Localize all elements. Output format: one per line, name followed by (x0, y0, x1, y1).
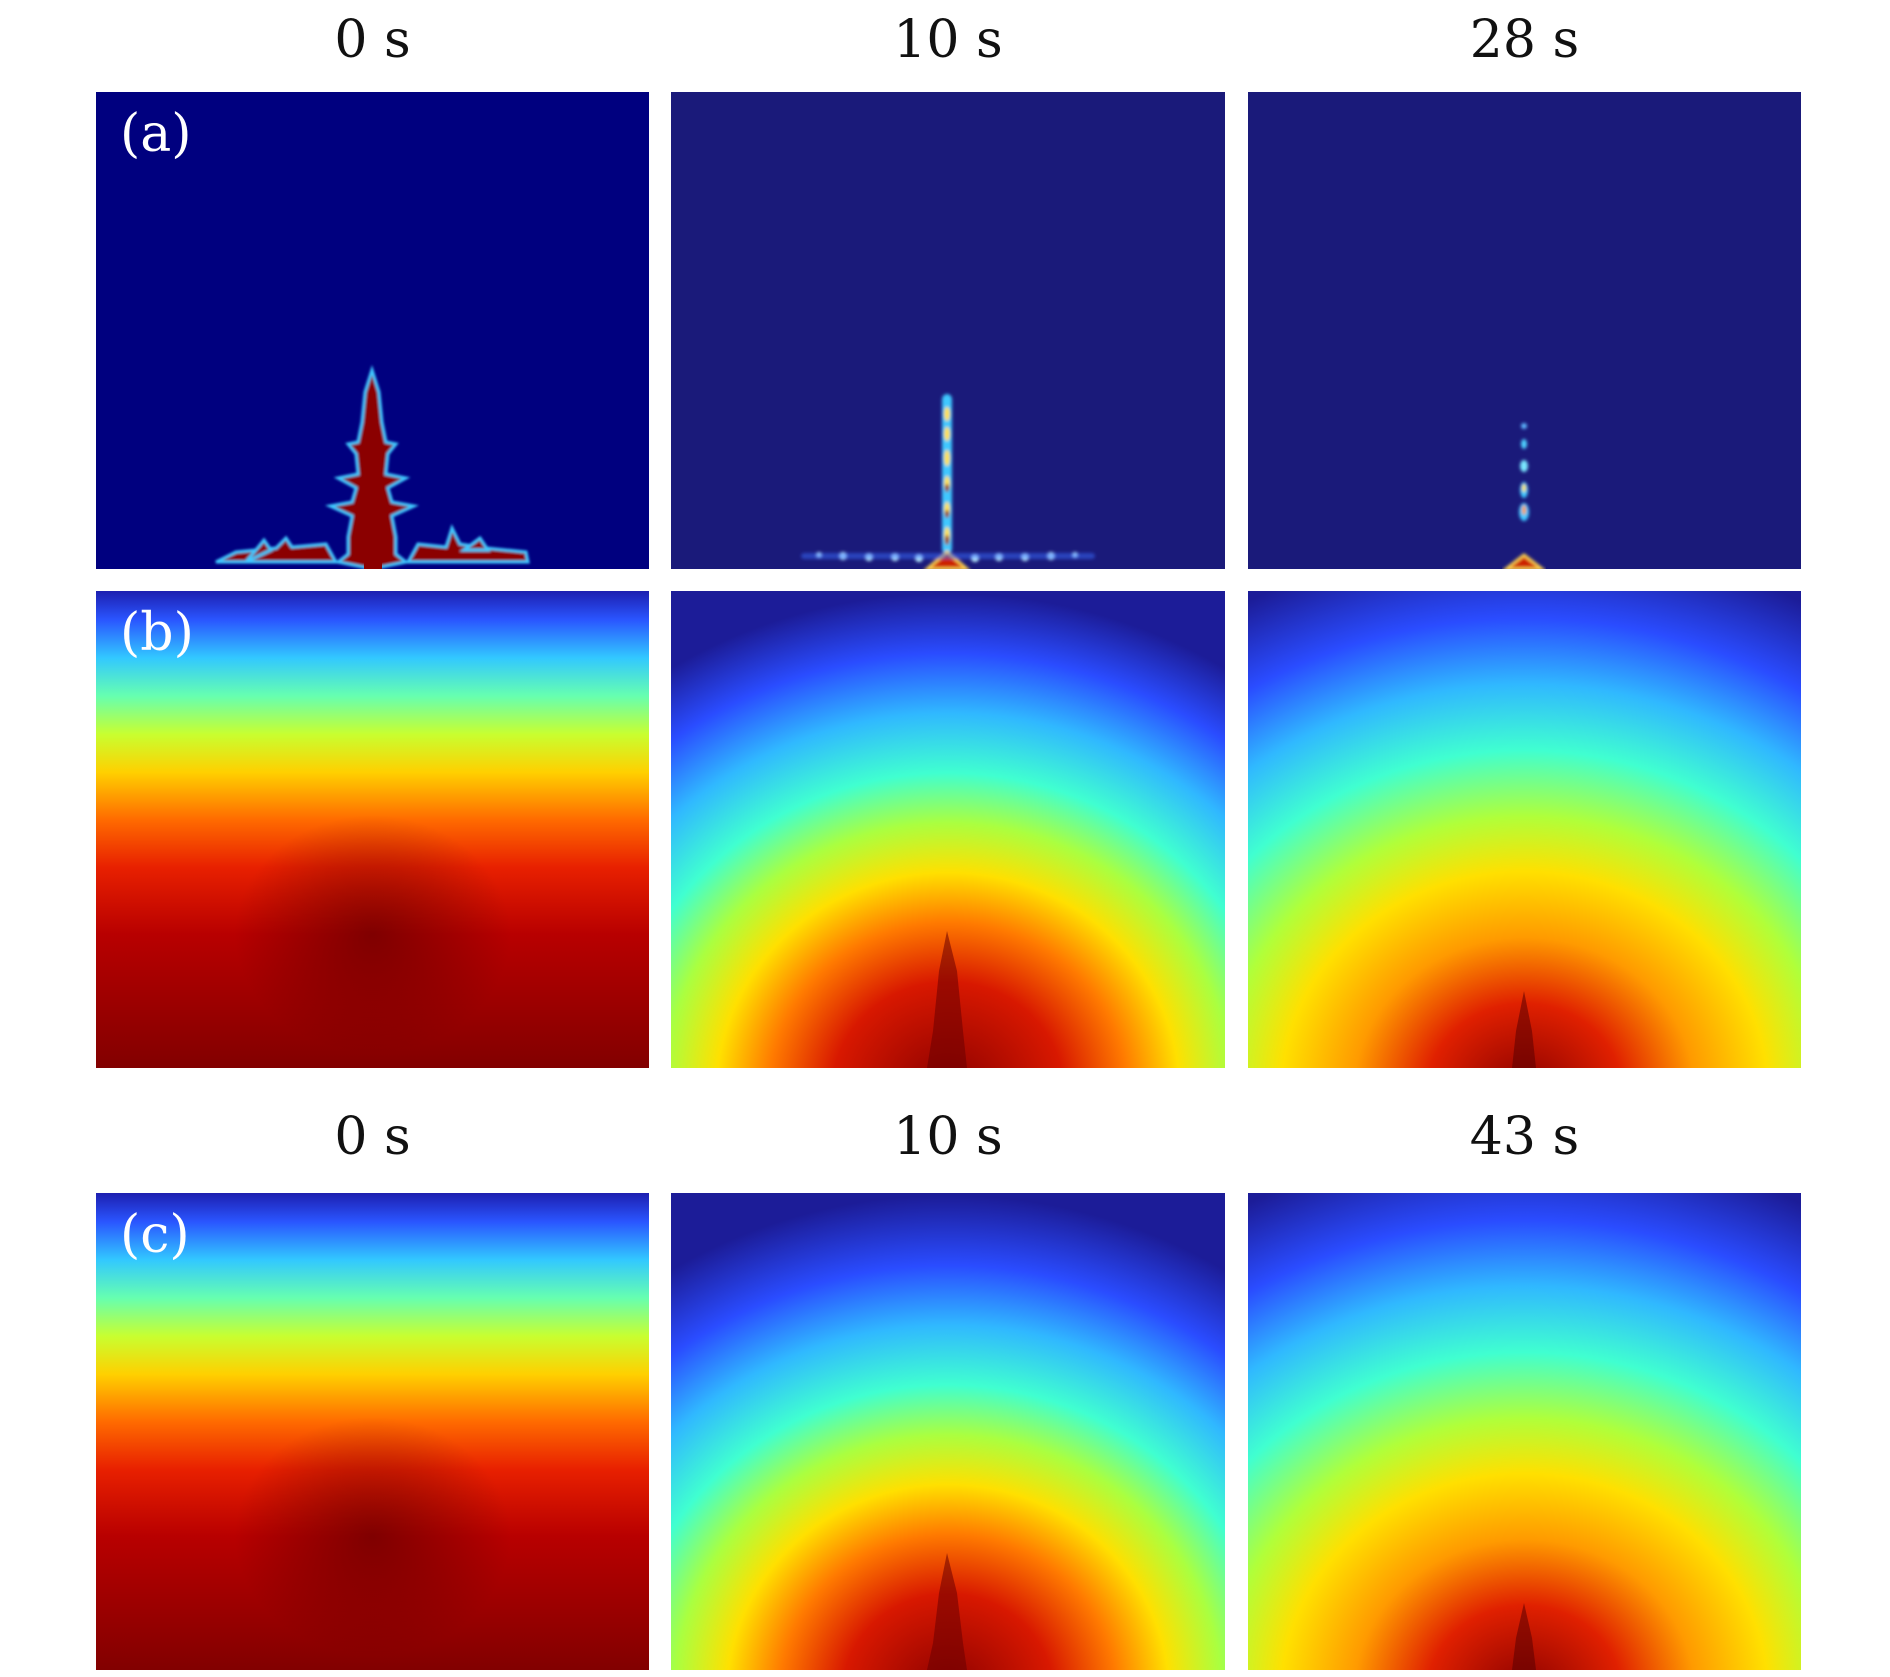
panel-c-43s (1248, 1193, 1801, 1670)
panel-label-b: (b) (120, 603, 194, 663)
panel-a-28s (1248, 92, 1801, 569)
panel-label-c: (c) (120, 1205, 190, 1265)
panel-label-a: (a) (120, 104, 192, 164)
panel-c-10s (671, 1193, 1225, 1670)
time-label-bottom-2: 10 s (893, 1107, 1003, 1167)
panel-a-10s (671, 92, 1225, 569)
time-label-top-2: 10 s (893, 10, 1003, 70)
panel-a-0s: (a) (96, 92, 649, 569)
time-label-top-3: 28 s (1469, 10, 1580, 70)
panel-b-10s (671, 591, 1225, 1068)
panel-c-0s: (c) (96, 1193, 649, 1670)
time-label-bottom-3: 43 s (1469, 1107, 1580, 1167)
panel-b-0s: (b) (96, 591, 649, 1068)
panel-b-28s (1248, 591, 1801, 1068)
time-label-top-1: 0 s (334, 10, 411, 70)
time-label-bottom-1: 0 s (334, 1107, 411, 1167)
